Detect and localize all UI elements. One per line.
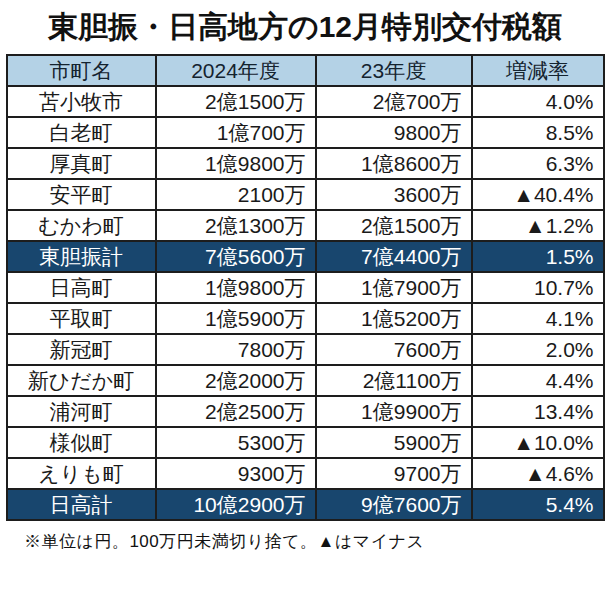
municipality-name: 新冠町 (7, 334, 156, 365)
change-rate: 2.0% (472, 334, 604, 365)
column-header-municipality: 市町名 (7, 55, 156, 86)
fy2024-amount: 9300万 (156, 458, 316, 489)
fy2024-amount: 2億2000万 (156, 365, 316, 396)
municipality-name: 様似町 (7, 427, 156, 458)
municipality-name: 厚真町 (7, 148, 156, 179)
fy2023-amount: 7600万 (316, 334, 472, 365)
municipality-name: 平取町 (7, 303, 156, 334)
fy2024-amount: 7800万 (156, 334, 316, 365)
change-rate: 8.5% (472, 117, 604, 148)
table-row: むかわ町 2億1300万 2億1500万 ▲1.2% (7, 210, 604, 241)
municipality-name: 白老町 (7, 117, 156, 148)
table-row: 浦河町 2億2500万 1億9900万 13.4% (7, 396, 604, 427)
tax-infographic: 東胆振・日高地方の12月特別交付税額 市町名 2024年度 23年度 増減率 苫… (0, 0, 610, 610)
table-row: 新冠町 7800万 7600万 2.0% (7, 334, 604, 365)
table-row: 安平町 2100万 3600万 ▲40.4% (7, 179, 604, 210)
table-row: 苫小牧市 2億1500万 2億700万 4.0% (7, 86, 604, 117)
fy2023-amount: 1億5200万 (316, 303, 472, 334)
column-header-fy2023: 23年度 (316, 55, 472, 86)
column-header-fy2024: 2024年度 (156, 55, 316, 86)
table-row: 日高町 1億9800万 1億7900万 10.7% (7, 272, 604, 303)
municipality-name: 日高計 (7, 489, 156, 520)
fy2023-amount: 3600万 (316, 179, 472, 210)
fy2024-amount: 2億1500万 (156, 86, 316, 117)
change-rate: 4.4% (472, 365, 604, 396)
fy2023-amount: 9800万 (316, 117, 472, 148)
fy2023-amount: 9億7600万 (316, 489, 472, 520)
fy2023-amount: 2億1100万 (316, 365, 472, 396)
table-row: 様似町 5300万 5900万 ▲10.0% (7, 427, 604, 458)
change-rate: 4.1% (472, 303, 604, 334)
fy2024-amount: 1億9800万 (156, 148, 316, 179)
fy2024-amount: 2100万 (156, 179, 316, 210)
municipality-name: 日高町 (7, 272, 156, 303)
change-rate: 5.4% (472, 489, 604, 520)
fy2023-amount: 2億700万 (316, 86, 472, 117)
fy2023-amount: 5900万 (316, 427, 472, 458)
table-row: えりも町 9300万 9700万 ▲4.6% (7, 458, 604, 489)
fy2023-amount: 7億4400万 (316, 241, 472, 272)
municipality-name: 新ひだか町 (7, 365, 156, 396)
change-rate: ▲10.0% (472, 427, 604, 458)
change-rate: ▲40.4% (472, 179, 604, 210)
page-title: 東胆振・日高地方の12月特別交付税額 (0, 0, 610, 52)
tax-table: 市町名 2024年度 23年度 増減率 苫小牧市 2億1500万 2億700万 … (6, 54, 605, 521)
fy2024-amount: 7億5600万 (156, 241, 316, 272)
change-rate: 6.3% (472, 148, 604, 179)
fy2024-amount: 5300万 (156, 427, 316, 458)
fy2024-amount: 2億2500万 (156, 396, 316, 427)
fy2023-amount: 9700万 (316, 458, 472, 489)
fy2023-amount: 2億1500万 (316, 210, 472, 241)
change-rate: 4.0% (472, 86, 604, 117)
table-row: 日高計 10億2900万 9億7600万 5.4% (7, 489, 604, 520)
table-row: 東胆振計 7億5600万 7億4400万 1.5% (7, 241, 604, 272)
fy2024-amount: 1億9800万 (156, 272, 316, 303)
fy2023-amount: 1億8600万 (316, 148, 472, 179)
fy2024-amount: 2億1300万 (156, 210, 316, 241)
footnote: ※単位は円。100万円未満切り捨て。▲はマイナス (24, 530, 610, 553)
fy2023-amount: 1億7900万 (316, 272, 472, 303)
table-row: 白老町 1億700万 9800万 8.5% (7, 117, 604, 148)
change-rate: ▲4.6% (472, 458, 604, 489)
municipality-name: むかわ町 (7, 210, 156, 241)
municipality-name: 安平町 (7, 179, 156, 210)
table-row: 新ひだか町 2億2000万 2億1100万 4.4% (7, 365, 604, 396)
change-rate: 13.4% (472, 396, 604, 427)
change-rate: 1.5% (472, 241, 604, 272)
municipality-name: えりも町 (7, 458, 156, 489)
fy2024-amount: 10億2900万 (156, 489, 316, 520)
municipality-name: 東胆振計 (7, 241, 156, 272)
change-rate: ▲1.2% (472, 210, 604, 241)
municipality-name: 苫小牧市 (7, 86, 156, 117)
table-row: 厚真町 1億9800万 1億8600万 6.3% (7, 148, 604, 179)
column-header-change-rate: 増減率 (472, 55, 604, 86)
change-rate: 10.7% (472, 272, 604, 303)
municipality-name: 浦河町 (7, 396, 156, 427)
fy2024-amount: 1億700万 (156, 117, 316, 148)
table-row: 平取町 1億5900万 1億5200万 4.1% (7, 303, 604, 334)
table-header-row: 市町名 2024年度 23年度 増減率 (7, 55, 604, 86)
fy2024-amount: 1億5900万 (156, 303, 316, 334)
fy2023-amount: 1億9900万 (316, 396, 472, 427)
table-body: 苫小牧市 2億1500万 2億700万 4.0% 白老町 1億700万 9800… (7, 86, 604, 520)
